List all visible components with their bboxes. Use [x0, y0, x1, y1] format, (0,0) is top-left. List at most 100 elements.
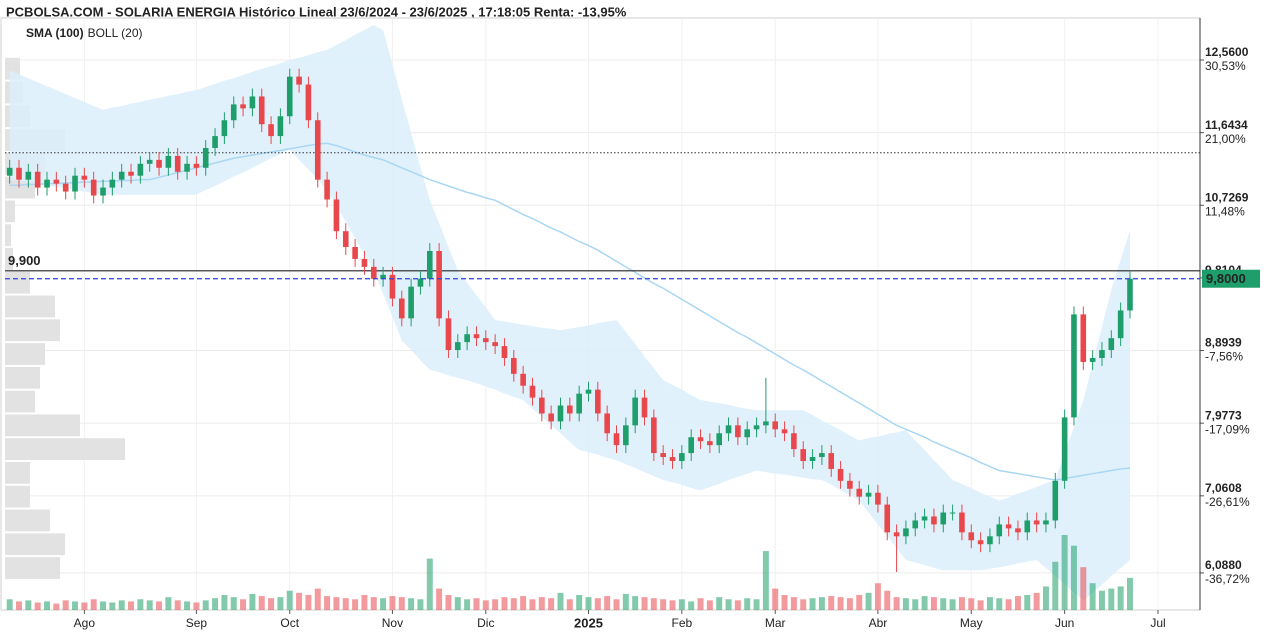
volume-bar [697, 598, 704, 610]
volume-bar [44, 601, 50, 610]
volume-bar [557, 592, 564, 610]
candle-body [324, 179, 330, 200]
x-tick-label: Jul [1150, 616, 1165, 630]
candle-body [389, 274, 396, 299]
volume-profile-bar [5, 319, 60, 342]
legend-sma: SMA (100) [26, 26, 84, 40]
candle-body [492, 342, 498, 347]
candle-body [931, 516, 937, 525]
candle-body [361, 258, 368, 267]
volume-bar [613, 599, 620, 610]
volume-bar [90, 599, 97, 610]
volume-bar [464, 599, 471, 610]
last-price-box [1202, 269, 1260, 288]
candle-body [408, 286, 414, 319]
volume-bar [800, 599, 807, 610]
candle-body [819, 453, 825, 458]
reference-label: 9,900 [8, 253, 41, 268]
candle-body [847, 480, 853, 489]
volume-bar [660, 599, 667, 610]
volume-bar [221, 595, 228, 610]
volume-bar [249, 593, 256, 610]
candle-body [464, 334, 470, 343]
candle-body [380, 274, 386, 279]
candle-body [165, 155, 172, 168]
volume-bar [790, 597, 797, 610]
volume-bar [678, 599, 685, 610]
candle-body [959, 512, 965, 533]
candle-body [604, 413, 610, 434]
candle-body [772, 421, 779, 430]
candle-body [174, 155, 181, 172]
volume-bar [837, 597, 844, 610]
volume-bar [716, 597, 723, 610]
x-tick-label: Mar [765, 616, 786, 630]
volume-bar [72, 601, 79, 610]
candle-body [249, 96, 256, 109]
volume-profile-bar [5, 462, 30, 484]
candle-body [268, 124, 274, 137]
candle-body [567, 405, 573, 414]
volume-profile-bar [5, 485, 30, 508]
volume-bar [874, 583, 881, 610]
volume-bar [632, 596, 639, 610]
candle-body [296, 76, 302, 85]
bollinger-band [9, 25, 1130, 601]
volume-bar [305, 595, 312, 610]
volume-bar [930, 597, 937, 610]
candle-body [473, 334, 480, 339]
volume-bar [604, 596, 611, 610]
volume-bar [426, 558, 433, 610]
candle-body [137, 163, 144, 176]
volume-bar [389, 596, 396, 610]
candle-body [791, 433, 797, 450]
candle-body [72, 175, 78, 192]
candle-body [576, 393, 582, 414]
volume-bar [688, 601, 695, 610]
x-tick-label: Jun [1055, 616, 1074, 630]
volume-profile-bar [5, 414, 80, 437]
candle-body [16, 167, 22, 180]
candle-body [1108, 338, 1115, 351]
volume-bar [1052, 561, 1059, 610]
volume-bar [6, 599, 13, 610]
volume-bar [408, 598, 415, 610]
volume-bar [576, 595, 583, 610]
candle-body [688, 437, 694, 454]
x-tick-label: 2025 [574, 615, 603, 630]
volume-bar [81, 602, 88, 610]
candle-body [212, 136, 218, 148]
candle-body [230, 104, 237, 121]
volume-bar [734, 600, 741, 610]
volume-bar [809, 598, 816, 610]
candle-body [426, 250, 433, 279]
last-price-label: 9,8000 [1206, 271, 1246, 286]
volume-bar [268, 598, 275, 610]
volume-bar [277, 597, 284, 610]
volume-bar [333, 597, 340, 610]
y-tick-label: 7,9773 [1205, 408, 1242, 422]
volume-bar [445, 595, 452, 610]
volume-bar [436, 588, 443, 610]
candle-body [865, 492, 872, 497]
x-tick-label: Abr [869, 616, 888, 630]
candle-body [539, 397, 545, 414]
volume-bar [828, 596, 835, 610]
volume-profile-bar [5, 366, 40, 389]
y-change-label: -36,72% [1205, 572, 1250, 586]
candle-body [987, 536, 993, 545]
candle-body [940, 512, 947, 525]
y-tick-label: 10,7269 [1205, 190, 1249, 204]
volume-bar [753, 599, 760, 610]
candle-body [1043, 520, 1049, 525]
candle-body [1127, 278, 1133, 311]
candle-body [679, 453, 685, 462]
y-tick-label: 12,5600 [1205, 45, 1249, 59]
volume-bar [856, 595, 863, 610]
volume-bar [156, 601, 163, 610]
candle-body [34, 171, 41, 188]
candle-body [1033, 520, 1040, 525]
volume-bar [324, 596, 331, 610]
volume-bar [902, 598, 909, 610]
volume-bar [1108, 588, 1115, 610]
